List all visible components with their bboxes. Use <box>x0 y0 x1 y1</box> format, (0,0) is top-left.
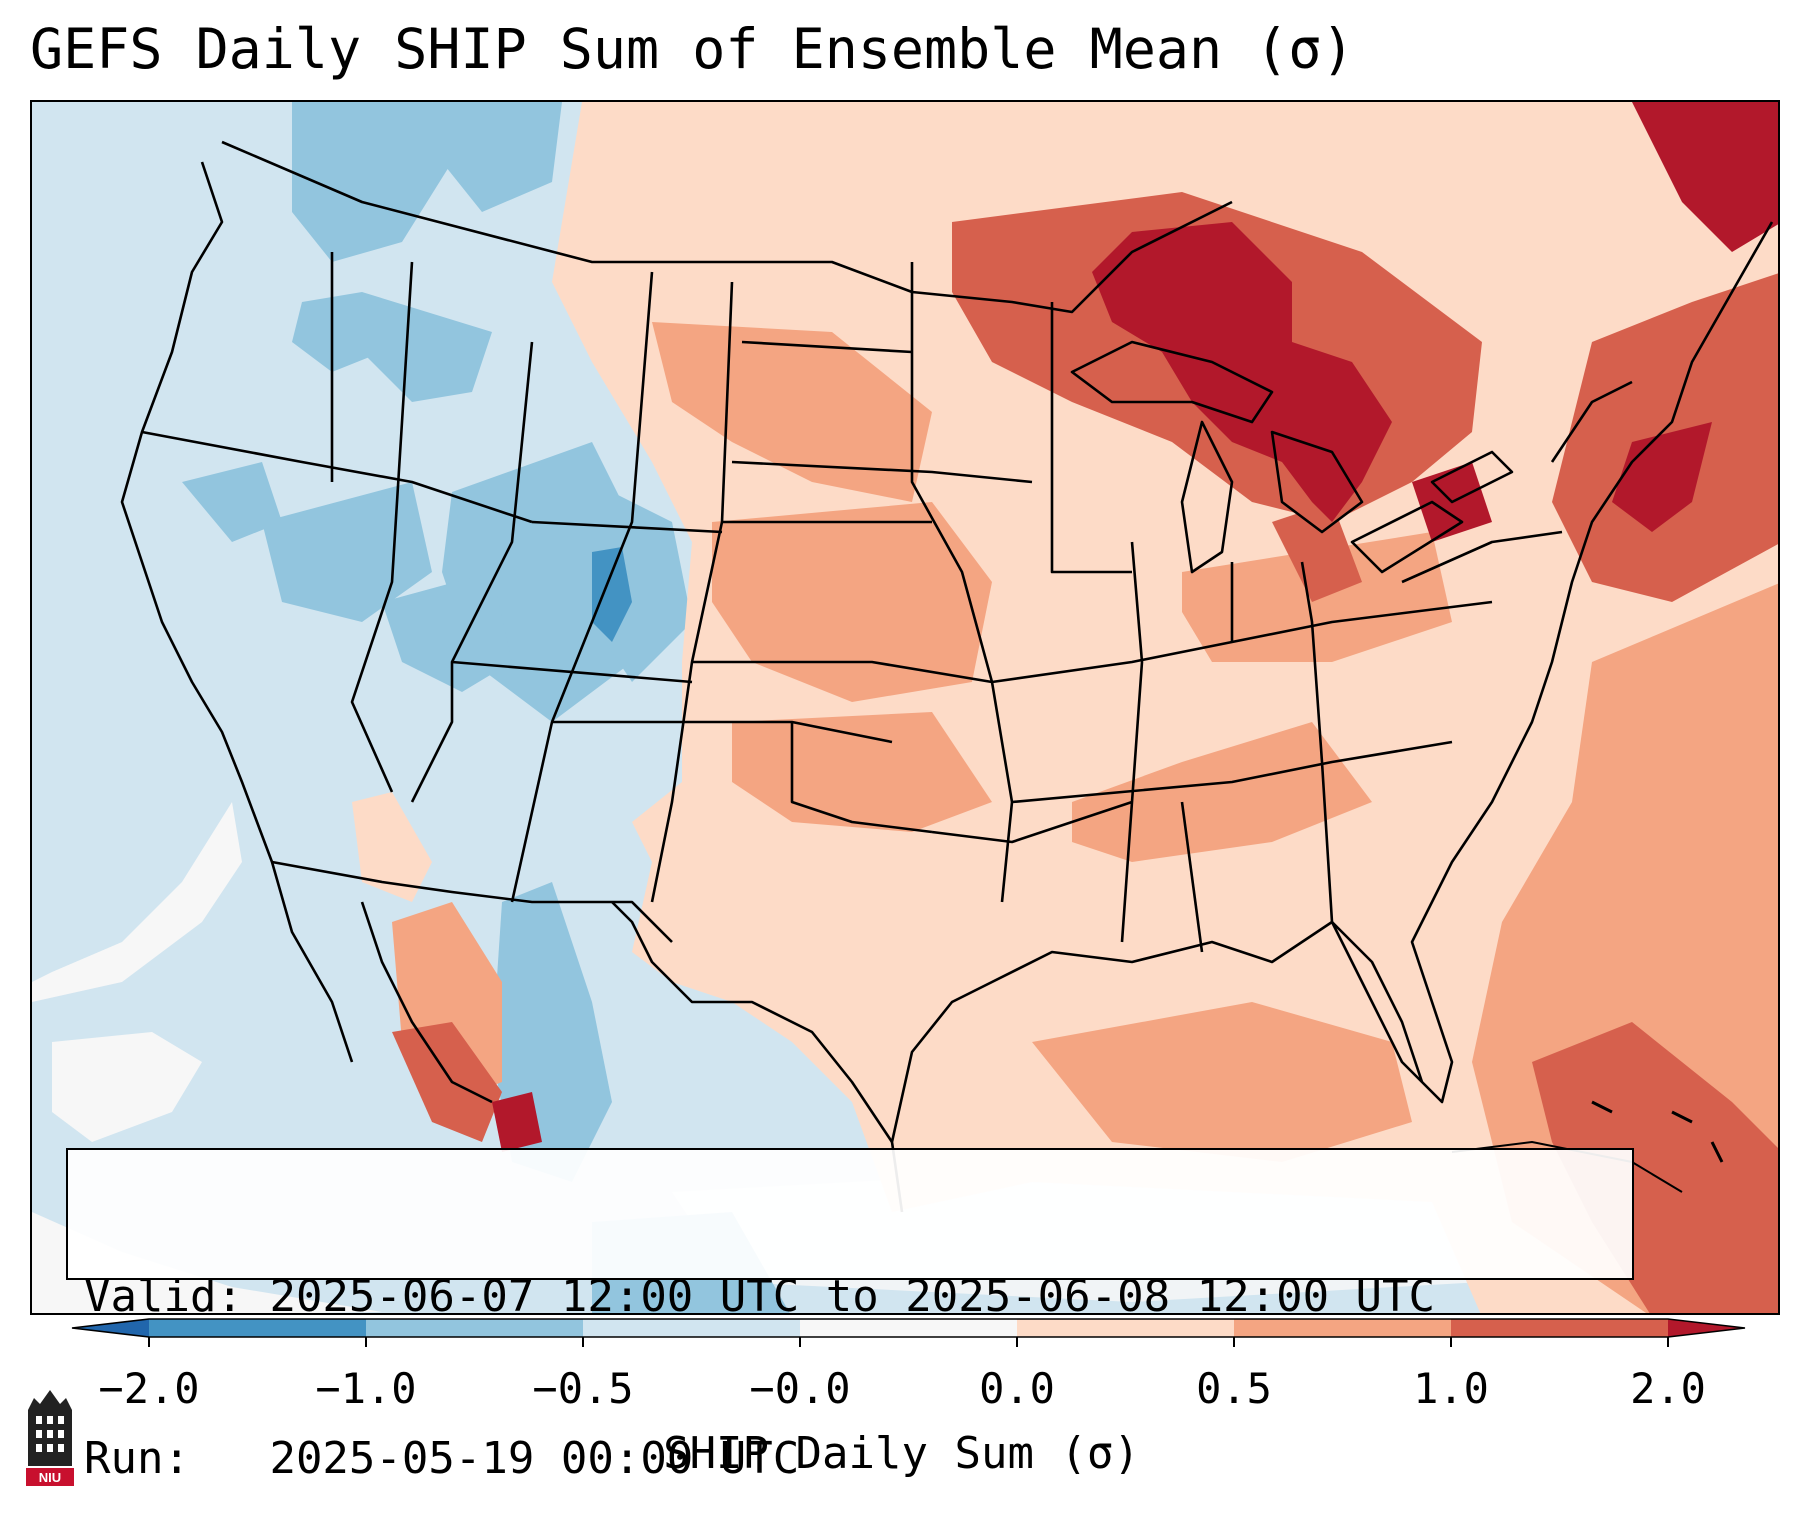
colorbar-tick-label: −0.0 <box>749 1364 851 1413</box>
run-value: 2025-05-19 00:00 UTC <box>269 1433 800 1484</box>
colorbar-tick-marks <box>148 1337 1669 1347</box>
colorbar <box>71 1318 1746 1347</box>
colorbar-bin-0 <box>800 1319 1017 1337</box>
colorbar-bin-neg2-neg1 <box>149 1319 366 1337</box>
colorbar-tick-label: 0.0 <box>979 1364 1055 1413</box>
colorbar-tick-label: 1.0 <box>1413 1364 1489 1413</box>
colorbar-tick-label: 0.5 <box>1196 1364 1272 1413</box>
colorbar-under-arrow <box>72 1319 149 1337</box>
valid-row: Valid: 2025-06-07 12:00 UTC to 2025-06-0… <box>84 1270 1616 1324</box>
colorbar-bin-0-05 <box>1017 1319 1234 1337</box>
run-row: Run: 2025-05-19 00:00 UTC <box>84 1432 1616 1486</box>
colorbar-tick-label: −2.0 <box>98 1364 200 1413</box>
map-title: GEFS Daily SHIP Sum of Ensemble Mean (σ) <box>30 17 1355 81</box>
colorbar-tick-label: −0.5 <box>532 1364 634 1413</box>
map-panel <box>30 100 1780 1315</box>
colorbar-bin-neg05-0 <box>583 1319 800 1337</box>
colorbar-label: SHIP Daily Sum (σ) <box>663 1428 1140 1479</box>
valid-run-info-box: Valid: 2025-06-07 12:00 UTC to 2025-06-0… <box>66 1148 1634 1484</box>
colorbar-bin-1-2 <box>1451 1319 1668 1337</box>
ship-anomaly-map <box>32 102 1778 1313</box>
run-label: Run: <box>84 1433 190 1484</box>
colorbar-bin-neg1-neg05 <box>366 1319 583 1337</box>
colorbar-over-arrow <box>1668 1319 1745 1337</box>
valid-value: 2025-06-07 12:00 UTC to 2025-06-08 12:00… <box>269 1271 1436 1322</box>
colorbar-tick-label: −1.0 <box>315 1364 417 1413</box>
niu-logo-icon: NIU <box>26 1390 74 1486</box>
valid-label: Valid: <box>84 1271 243 1322</box>
colorbar-tick-label: 2.0 <box>1630 1364 1706 1413</box>
colorbar-bin-05-1 <box>1234 1319 1451 1337</box>
boundary-lines <box>120 140 1774 1213</box>
niu-logo-text: NIU <box>39 1470 61 1485</box>
